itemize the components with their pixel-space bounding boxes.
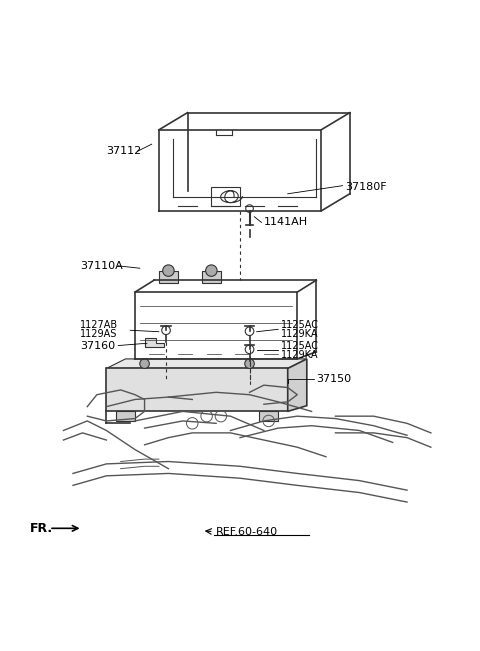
Polygon shape	[159, 271, 178, 283]
Polygon shape	[107, 359, 307, 368]
Circle shape	[245, 359, 254, 368]
Text: 1129KA: 1129KA	[281, 350, 318, 359]
Text: 1125AC: 1125AC	[281, 342, 319, 352]
Polygon shape	[107, 368, 288, 411]
Text: 37180F: 37180F	[345, 182, 386, 192]
Text: REF.60-640: REF.60-640	[216, 527, 278, 536]
Polygon shape	[144, 338, 164, 348]
Polygon shape	[202, 271, 221, 283]
Polygon shape	[116, 411, 135, 421]
Text: 1129AS: 1129AS	[80, 329, 118, 339]
Text: 1129KA: 1129KA	[281, 329, 318, 339]
Polygon shape	[259, 411, 278, 421]
Circle shape	[140, 359, 149, 368]
Text: 37112: 37112	[107, 146, 142, 156]
Circle shape	[163, 265, 174, 276]
Text: 37150: 37150	[316, 374, 351, 385]
Text: 37110A: 37110A	[80, 261, 123, 271]
Text: 37160: 37160	[80, 340, 115, 350]
Text: FR.: FR.	[30, 522, 53, 535]
Circle shape	[205, 265, 217, 276]
Text: 1125AC: 1125AC	[281, 320, 319, 331]
Polygon shape	[288, 359, 307, 411]
Text: 1141AH: 1141AH	[264, 217, 308, 227]
Text: 1127AB: 1127AB	[80, 320, 118, 331]
